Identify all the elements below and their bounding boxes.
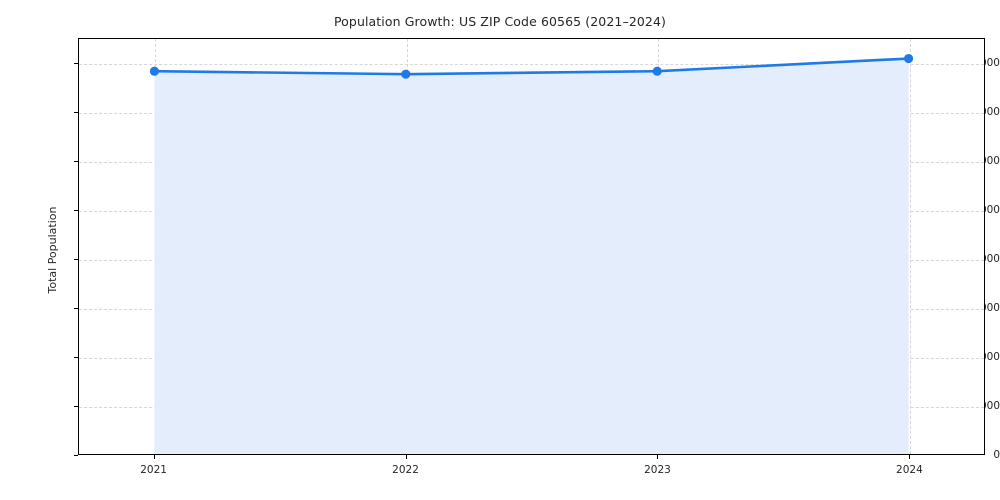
y-tick-mark xyxy=(74,405,78,407)
chart-title: Population Growth: US ZIP Code 60565 (20… xyxy=(333,14,667,29)
y-tick-mark xyxy=(74,307,78,309)
plot-area xyxy=(78,38,985,455)
y-tick-mark xyxy=(74,356,78,358)
y-tick-label: 0 xyxy=(993,449,1000,461)
x-tick-label: 2023 xyxy=(644,464,671,476)
y-tick-mark xyxy=(74,209,78,211)
data-point-marker xyxy=(652,66,662,76)
y-tick-mark xyxy=(74,111,78,113)
area-fill xyxy=(154,58,909,454)
y-tick-mark xyxy=(74,455,78,456)
data-point-marker xyxy=(401,69,411,79)
y-axis-label: Total Population xyxy=(45,206,59,294)
x-tick-label: 2021 xyxy=(140,464,167,476)
series-line-total-population xyxy=(153,57,910,76)
y-tick-mark xyxy=(74,62,78,64)
x-tick-label: 2022 xyxy=(392,464,419,476)
x-tick-mark xyxy=(909,455,911,459)
series-layer xyxy=(149,53,914,454)
plot-inner xyxy=(79,39,984,454)
x-tick-mark xyxy=(405,455,407,459)
x-tick-label: 2024 xyxy=(896,464,923,476)
y-tick-mark xyxy=(74,258,78,260)
data-point-marker xyxy=(903,53,914,64)
y-tick-mark xyxy=(74,160,78,162)
x-tick-mark xyxy=(153,455,155,459)
x-tick-mark xyxy=(657,455,659,459)
data-point-marker xyxy=(149,66,160,76)
